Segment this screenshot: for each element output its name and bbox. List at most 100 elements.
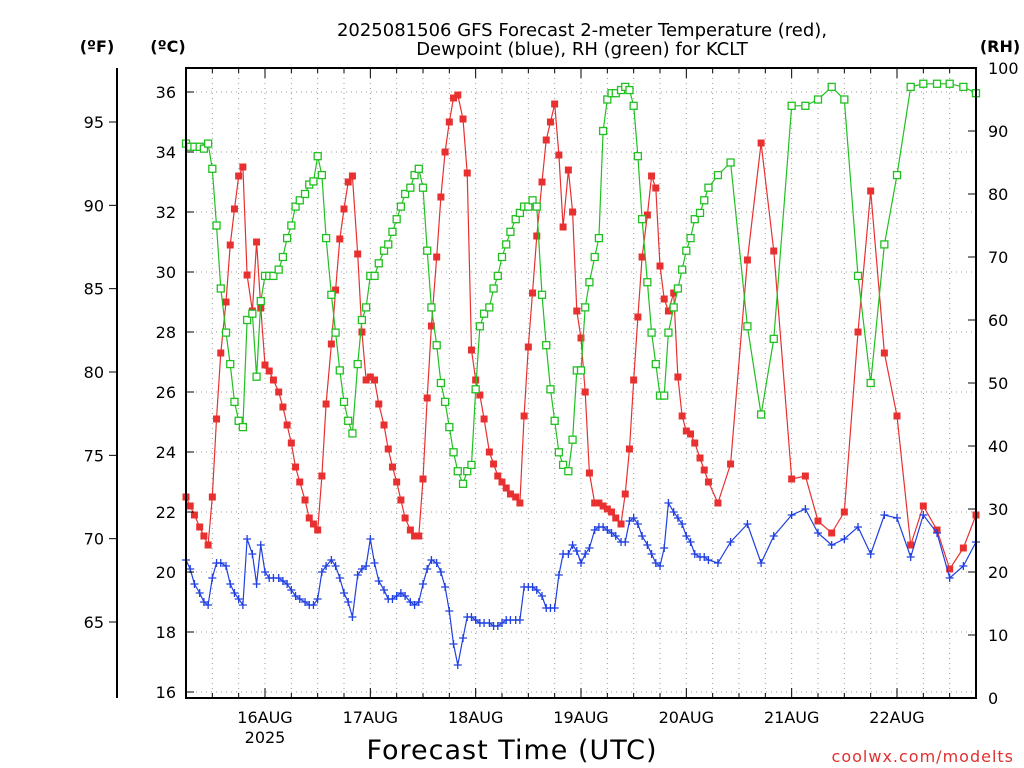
temperature-point	[743, 256, 751, 264]
grid	[186, 68, 976, 698]
dewpoint-point	[278, 577, 287, 585]
dewpoint-point	[621, 538, 630, 546]
temperature-point	[625, 445, 633, 453]
dewpoint-point	[261, 568, 269, 576]
x-tick-label: 17AUG	[343, 708, 398, 727]
fahrenheit-tick-label: 65	[84, 613, 104, 632]
rh-point	[331, 328, 340, 337]
temperature-point	[196, 523, 204, 531]
temperature-point	[190, 511, 198, 519]
temperature-point	[595, 499, 603, 507]
dewpoint-point	[678, 520, 687, 528]
temperature-point	[314, 526, 322, 534]
temperature-point	[441, 148, 449, 156]
temperature-point	[265, 367, 273, 375]
rh-point	[374, 259, 383, 268]
rh-point	[485, 303, 494, 312]
dewpoint-point	[238, 601, 247, 609]
rh-point	[287, 221, 296, 230]
dewpoint-point	[700, 553, 709, 561]
temperature-point	[243, 271, 251, 279]
celsius-tick-label: 32	[156, 203, 176, 222]
fahrenheit-axis-unit: (ºF)	[80, 37, 115, 56]
rh-point	[432, 341, 441, 350]
dewpoint-point	[380, 586, 389, 594]
temperature-point	[643, 211, 651, 219]
x-tick-label: 20AUG	[659, 708, 714, 727]
rh-point	[427, 303, 436, 312]
temperature-point	[279, 403, 287, 411]
rh-point	[248, 309, 257, 318]
temperature-point	[946, 565, 954, 573]
rh-point	[458, 479, 468, 488]
x-tick-label: 19AUG	[553, 708, 608, 727]
rh-point	[664, 328, 673, 337]
rh-point	[880, 240, 889, 249]
dewpoint-point	[532, 586, 541, 594]
temperature-point	[516, 499, 524, 507]
temperature-point	[380, 421, 388, 429]
temperature-point	[542, 136, 550, 144]
rh-tick-label: 100	[988, 59, 1019, 78]
rh-point	[813, 95, 823, 104]
temperature-point	[608, 508, 616, 516]
temperature-point	[437, 193, 445, 201]
dewpoint-point	[453, 661, 462, 669]
temperature-point	[239, 163, 247, 171]
rh-point	[282, 233, 292, 243]
dewpoint-point	[449, 640, 458, 648]
temperature-point	[617, 520, 625, 528]
dewpoint-point	[317, 568, 326, 576]
dewpoint-point	[866, 550, 875, 558]
rh-point	[598, 126, 608, 136]
dewpoint-point	[301, 598, 310, 606]
temperature-point	[696, 454, 704, 462]
temperature-point	[551, 100, 559, 108]
temperature-point	[959, 544, 967, 552]
dewpoint-point	[669, 508, 678, 516]
dewpoint-point	[590, 526, 599, 534]
rh-point	[339, 397, 349, 407]
dewpoint-point	[327, 556, 336, 564]
temperature-point	[919, 502, 927, 510]
rh-point	[673, 284, 683, 293]
celsius-tick-label: 18	[156, 623, 176, 642]
dewpoint-point	[585, 544, 594, 552]
rh-point	[637, 215, 647, 224]
dewpoint-point	[252, 580, 261, 588]
rh-point	[686, 233, 695, 243]
rh-point	[594, 233, 604, 243]
temperature-point	[670, 289, 678, 297]
rh-point	[743, 322, 752, 331]
dewpoint-point	[353, 571, 362, 579]
rh-point	[475, 322, 485, 331]
rh-point	[400, 189, 410, 199]
temperature-point	[253, 238, 261, 246]
temperature-point	[555, 151, 563, 159]
temperature-point	[480, 415, 488, 423]
dewpoint-point	[801, 505, 810, 513]
dewpoint-point	[471, 616, 480, 624]
dewpoint-point	[331, 562, 340, 570]
temperature-point	[700, 466, 708, 474]
dewpoint-point	[222, 562, 231, 570]
dewpoint-point	[647, 550, 656, 558]
temperature-point	[512, 493, 520, 501]
celsius-tick-label: 28	[156, 323, 176, 342]
temperature-point	[867, 187, 875, 195]
dewpoint-point	[959, 562, 968, 570]
rh-point	[379, 246, 389, 255]
dewpoint-point	[340, 589, 348, 597]
dewpoint-point	[757, 559, 766, 567]
temperature-point	[411, 532, 419, 540]
temperature-point	[305, 514, 313, 522]
rh-tick-label: 50	[988, 374, 1008, 393]
rh-point	[256, 296, 265, 306]
rh-point	[756, 410, 766, 419]
temperature-point	[893, 412, 901, 420]
dewpoint-point	[208, 574, 217, 582]
rh-point	[515, 208, 525, 218]
rh-point	[344, 416, 353, 425]
rh-point	[660, 391, 669, 400]
rh-point	[787, 101, 796, 110]
